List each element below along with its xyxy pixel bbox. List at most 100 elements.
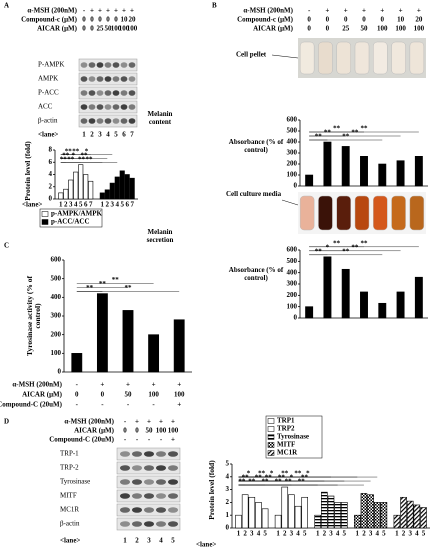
blot-band (120, 90, 128, 96)
condition-cell: - (136, 436, 139, 444)
blot-label: MC1R (60, 506, 79, 514)
y-tick-label: 300 (287, 149, 298, 157)
significance: * (290, 474, 294, 482)
condition-cell: 50 (361, 25, 369, 33)
blot-label: MITF (60, 492, 77, 500)
condition-label: α-MSH (200nM) (64, 418, 114, 426)
bar (323, 256, 332, 319)
bar (119, 170, 125, 200)
x-tick-label: 4 (415, 530, 419, 538)
blot-band (88, 118, 96, 124)
condition-cell: 50 (146, 427, 154, 435)
blot-band (143, 479, 155, 485)
blot-band (88, 76, 96, 82)
condition-cell: 100 (148, 391, 159, 399)
y-tick-label: 3 (226, 485, 230, 493)
tube (318, 195, 333, 231)
tube (391, 41, 406, 75)
blot-band (128, 76, 136, 82)
condition-cell: 100 (111, 25, 122, 33)
y-tick-label: 100 (287, 302, 298, 310)
x-tick-label: 4 (336, 530, 340, 538)
condition-cell: 100 (377, 25, 388, 33)
tube (318, 41, 333, 75)
x-tick-label: 7 (89, 201, 93, 209)
bar (378, 302, 387, 319)
bar (305, 174, 314, 187)
condition-cell: + (90, 7, 94, 15)
pointer (271, 54, 299, 59)
blot-band (119, 465, 131, 471)
blot-band (80, 62, 88, 68)
tube (373, 195, 388, 231)
y-tick-label: 1 (226, 511, 230, 519)
legend-label: p-AMPK/AMPK (51, 210, 102, 218)
blot-band (88, 90, 96, 96)
significance: ** (333, 239, 341, 247)
x-tick-label: 5 (303, 530, 307, 538)
condition-cell: + (399, 7, 403, 15)
blot-band (120, 118, 128, 124)
x-axis-label: <lane> (196, 541, 216, 549)
blot-band (120, 104, 128, 110)
x-tick-label: 5 (79, 201, 83, 209)
blot-band (167, 479, 179, 485)
y-tick-label: 0 (294, 314, 298, 322)
condition-cell: 100 (119, 25, 130, 33)
significance: ** (342, 247, 350, 255)
blot-band (167, 521, 179, 527)
legend-label: Tyrosinase (277, 433, 309, 441)
x-tick-label: 6 (125, 201, 129, 209)
blot-band (104, 118, 112, 124)
legend-swatch (41, 211, 49, 217)
condition-label: Compound-c (μM) (21, 16, 78, 24)
bar (129, 177, 135, 200)
condition-cell: - (308, 7, 311, 15)
bar (248, 496, 256, 529)
x-tick-label: 5 (382, 530, 386, 538)
blot-band (143, 493, 155, 499)
x-tick-label: 2 (323, 530, 327, 538)
x-tick-label: 4 (376, 530, 380, 538)
condition-cell: 0 (135, 427, 139, 435)
blot-band (119, 521, 131, 527)
bar (288, 494, 295, 529)
x-tick-label: 3 (408, 530, 412, 538)
bar (396, 291, 405, 319)
bar (71, 353, 83, 373)
condition-cell: + (177, 381, 181, 389)
blot-band (167, 451, 179, 457)
blot-band (112, 90, 120, 96)
blot-band (104, 76, 112, 82)
condition-cell: + (122, 7, 126, 15)
blot-label: β-actin (60, 520, 80, 528)
condition-cell: - (83, 7, 86, 15)
significance: ** (261, 478, 269, 486)
blot-band (155, 493, 167, 499)
blot-strip (78, 100, 138, 114)
tube (409, 41, 425, 75)
condition-cell: + (106, 7, 110, 15)
lane-number: 5 (171, 537, 175, 545)
condition-cell: 0 (114, 16, 118, 24)
condition-cell: 25 (342, 25, 350, 33)
y-tick-label: 6 (49, 158, 53, 166)
significance: ** (281, 470, 289, 478)
y-tick-label: 200 (51, 330, 62, 338)
y-tick-label: 400 (287, 138, 298, 146)
condition-cell: 0 (101, 391, 105, 399)
y-tick-label: 100 (287, 171, 298, 179)
lane-label: <lane> (60, 537, 80, 545)
significance: ** (315, 247, 323, 255)
bar (148, 334, 160, 373)
condition-cell: - (152, 401, 155, 409)
blot-band (112, 118, 120, 124)
blot-band (80, 90, 88, 96)
condition-cell: - (160, 436, 163, 444)
x-tick-label: 1 (276, 530, 280, 538)
condition-label: Compound-C (20uM) (49, 436, 114, 444)
condition-cell: 25 (97, 25, 105, 33)
significance: ** (255, 474, 263, 482)
condition-cell: - (124, 418, 127, 426)
blot-band (155, 521, 167, 527)
